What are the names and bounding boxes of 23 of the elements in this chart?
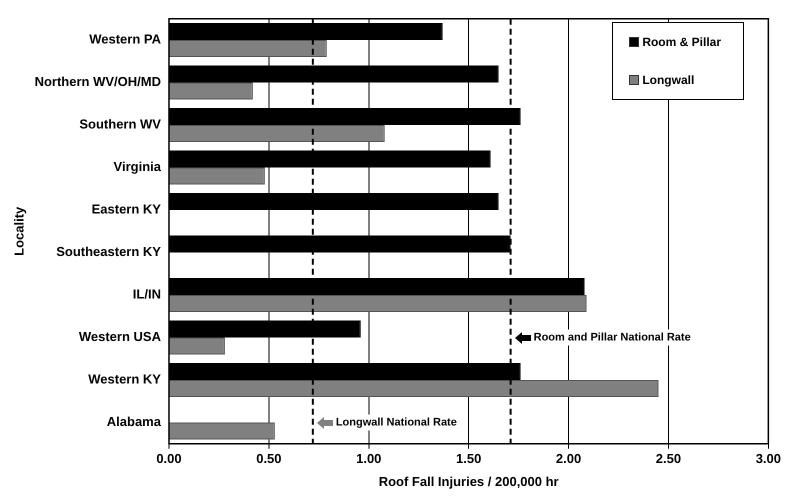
x-tick-label: 1.00 — [356, 451, 382, 466]
x-axis-title: Roof Fall Injuries / 200,000 hr — [378, 474, 559, 489]
y-axis-title: Locality — [11, 206, 26, 256]
legend-label: Longwall — [642, 73, 694, 87]
x-tick-label: 3.00 — [756, 451, 782, 466]
y-tick-label: Northern WV/OH/MD — [34, 74, 161, 90]
y-tick-label: Alabama — [106, 414, 162, 430]
y-tick-label: Western USA — [78, 329, 162, 344]
y-tick-label: IL/IN — [132, 286, 161, 302]
x-tick-label: 2.50 — [656, 451, 682, 466]
y-tick-label: Southern WV — [79, 116, 162, 132]
y-tick-label: Eastern KY — [92, 202, 162, 217]
x-tick-label: 0.50 — [256, 451, 282, 466]
legend-label: Room & Pillar — [642, 35, 721, 49]
y-tick-label: Western KY — [88, 372, 162, 387]
x-tick-label: 0.00 — [156, 451, 182, 466]
ref-line-label: Longwall National Rate — [336, 416, 457, 429]
y-tick-label: Virginia — [114, 159, 162, 174]
y-tick-label: Southeastern KY — [56, 244, 162, 260]
x-tick-label: 2.00 — [556, 451, 582, 466]
ref-line-label: Room and Pillar National Rate — [534, 332, 691, 344]
x-tick-label: 1.50 — [456, 451, 482, 466]
y-tick-label: Western PA — [89, 32, 162, 47]
